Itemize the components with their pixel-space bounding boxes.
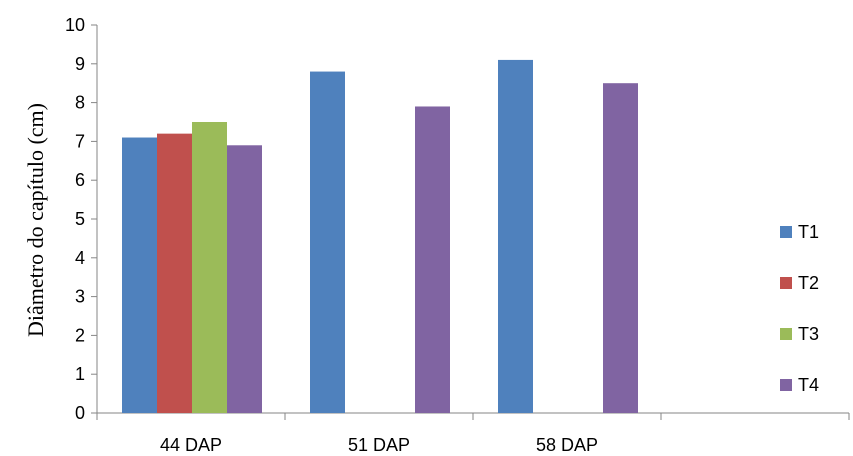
y-tick-label: 5 [75,209,85,229]
bar-t3-44-dap [192,122,227,413]
legend: T1 T2 T3 T4 [780,222,819,395]
legend-label: T2 [798,273,819,293]
legend-label: T3 [798,324,819,344]
legend-swatch [780,328,792,340]
bar-t4-51-dap [415,106,450,413]
y-tick-label: 1 [75,364,85,384]
legend-label: T1 [798,222,819,242]
y-tick-label: 6 [75,170,85,190]
legend-swatch [780,277,792,289]
y-tick-label: 10 [65,15,85,35]
x-axis: 44 DAP 51 DAP 58 DAP [96,412,850,455]
y-tick-label: 9 [75,54,85,74]
bar-t1-58-dap [498,59,533,414]
y-tick-label: 0 [75,403,85,423]
bar-t4-44-dap [227,145,262,413]
y-tick-label: 4 [75,248,85,268]
bar-t4-58-dap [603,83,638,413]
x-tick-label: 51 DAP [348,435,410,455]
y-tick-label: 7 [75,131,85,151]
legend-swatch [780,226,792,238]
x-tick-label: 44 DAP [160,435,222,455]
bar-t1-51-dap [310,71,345,413]
y-tick-label: 8 [75,93,85,113]
bar-t2-44-dap [157,133,192,413]
legend-swatch [780,379,792,391]
bar-t1-44-dap [122,137,157,413]
y-axis-title: Diâmetro do capítulo (cm) [23,103,48,337]
y-tick-label: 3 [75,287,85,307]
y-tick-label: 2 [75,325,85,345]
y-axis: 0 1 2 3 4 5 6 7 8 9 10 [65,15,98,423]
plot-area [122,59,638,414]
legend-label: T4 [798,375,819,395]
x-tick-label: 58 DAP [536,435,598,455]
